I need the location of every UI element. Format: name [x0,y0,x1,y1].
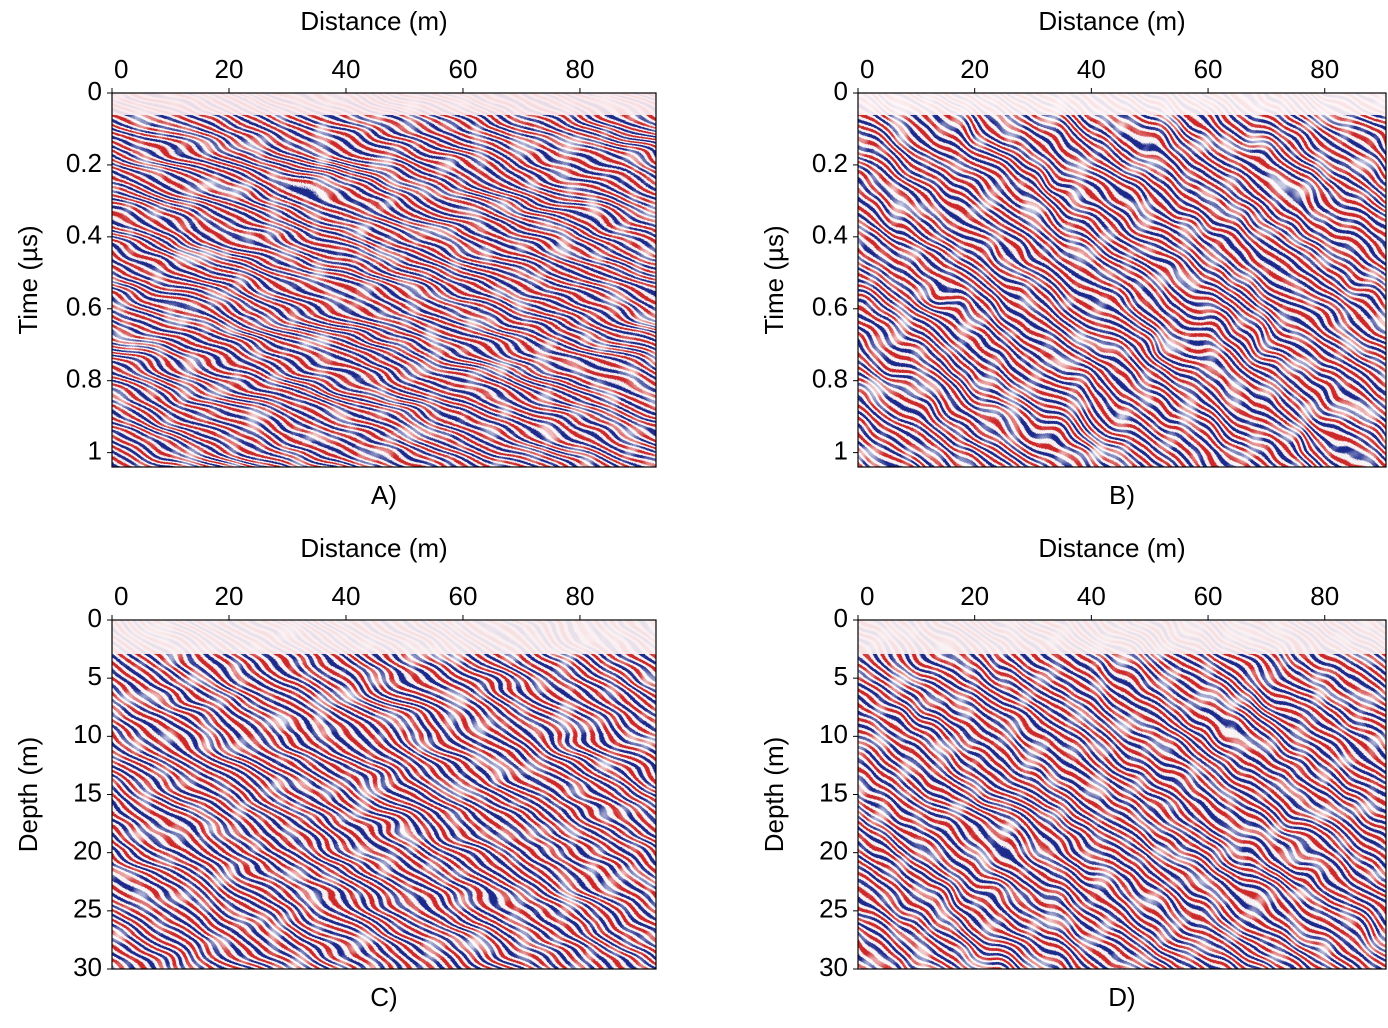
y-tick-label: 0 [834,76,848,106]
x-tick-label: 40 [332,54,361,84]
radargram-blotches [112,620,656,969]
x-tick-label: 0 [114,581,128,611]
y-tick-label: 0.8 [812,364,848,394]
y-tick-label: 1 [88,435,102,465]
radargram-blotches [858,93,1386,467]
plot-frame [111,92,657,468]
x-axis-label: Distance (m) [1038,6,1185,36]
y-tick-label: 10 [819,719,848,749]
x-tick-label: 60 [449,581,478,611]
y-tick-label: 25 [73,894,102,924]
x-tick-label: 20 [215,581,244,611]
panel: 0 20 40 60 80 0 0.2 0.4 0.6 0.8 1 Distance (m) Time … [759,6,1387,510]
panel-caption: B) [1109,480,1135,510]
y-tick-label: 0.2 [66,148,102,178]
panel: 0 20 40 60 80 0 0.2 0.4 0.6 0.8 1 Distance (m) Time … [13,6,657,510]
y-axis-label: Depth (m) [759,737,789,853]
x-tick-label: 80 [1310,581,1339,611]
panel-caption: C) [370,982,397,1012]
x-tick-label: 60 [449,54,478,84]
y-tick-label: 0 [834,603,848,633]
y-axis-label: Time (µs) [759,225,789,334]
radargram-blotches [858,620,1386,969]
x-axis-label: Distance (m) [300,533,447,563]
air-band [858,93,1386,115]
x-tick-label: 20 [960,581,989,611]
y-tick-label: 0 [88,603,102,633]
y-tick-label: 25 [819,894,848,924]
radargram [112,93,656,467]
radargram-blotches [112,93,656,467]
radargram [112,620,656,969]
y-tick-label: 0.2 [812,148,848,178]
x-tick-label: 60 [1194,581,1223,611]
x-tick-label: 20 [960,54,989,84]
y-tick-label: 15 [73,777,102,807]
x-tick-label: 0 [860,54,874,84]
panel-caption: A) [371,480,397,510]
air-band [112,620,656,654]
y-tick-label: 0.4 [812,220,848,250]
y-tick-label: 0.4 [66,220,102,250]
x-tick-label: 80 [565,54,594,84]
y-tick-label: 30 [819,952,848,982]
y-tick-label: 0.6 [66,292,102,322]
y-tick-label: 15 [819,777,848,807]
plot-frame [857,92,1387,468]
y-tick-label: 0.8 [66,364,102,394]
panel: 0 20 40 60 80 0 5 10 15 20 25 30 Distance (m) Depth (… [13,533,657,1012]
x-tick-label: 40 [1077,54,1106,84]
y-tick-label: 1 [834,435,848,465]
air-band [858,620,1386,654]
radargram [858,93,1386,467]
x-tick-label: 80 [565,581,594,611]
y-tick-label: 5 [834,661,848,691]
y-tick-label: 20 [819,836,848,866]
y-tick-label: 30 [73,952,102,982]
y-axis-label: Time (µs) [13,225,43,334]
x-tick-label: 40 [1077,581,1106,611]
y-tick-label: 0.6 [812,292,848,322]
y-axis-label: Depth (m) [13,737,43,853]
x-tick-label: 20 [215,54,244,84]
air-band [112,93,656,115]
x-axis-label: Distance (m) [300,6,447,36]
y-tick-label: 20 [73,836,102,866]
y-tick-label: 10 [73,719,102,749]
x-tick-label: 40 [332,581,361,611]
x-tick-label: 80 [1310,54,1339,84]
x-tick-label: 0 [114,54,128,84]
x-axis-label: Distance (m) [1038,533,1185,563]
x-tick-label: 60 [1194,54,1223,84]
panel-caption: D) [1108,982,1135,1012]
y-tick-label: 0 [88,76,102,106]
x-tick-label: 0 [860,581,874,611]
y-tick-label: 5 [88,661,102,691]
radargram [858,620,1386,969]
panel: 0 20 40 60 80 0 5 10 15 20 25 30 Distance (m) Depth (… [759,533,1387,1012]
